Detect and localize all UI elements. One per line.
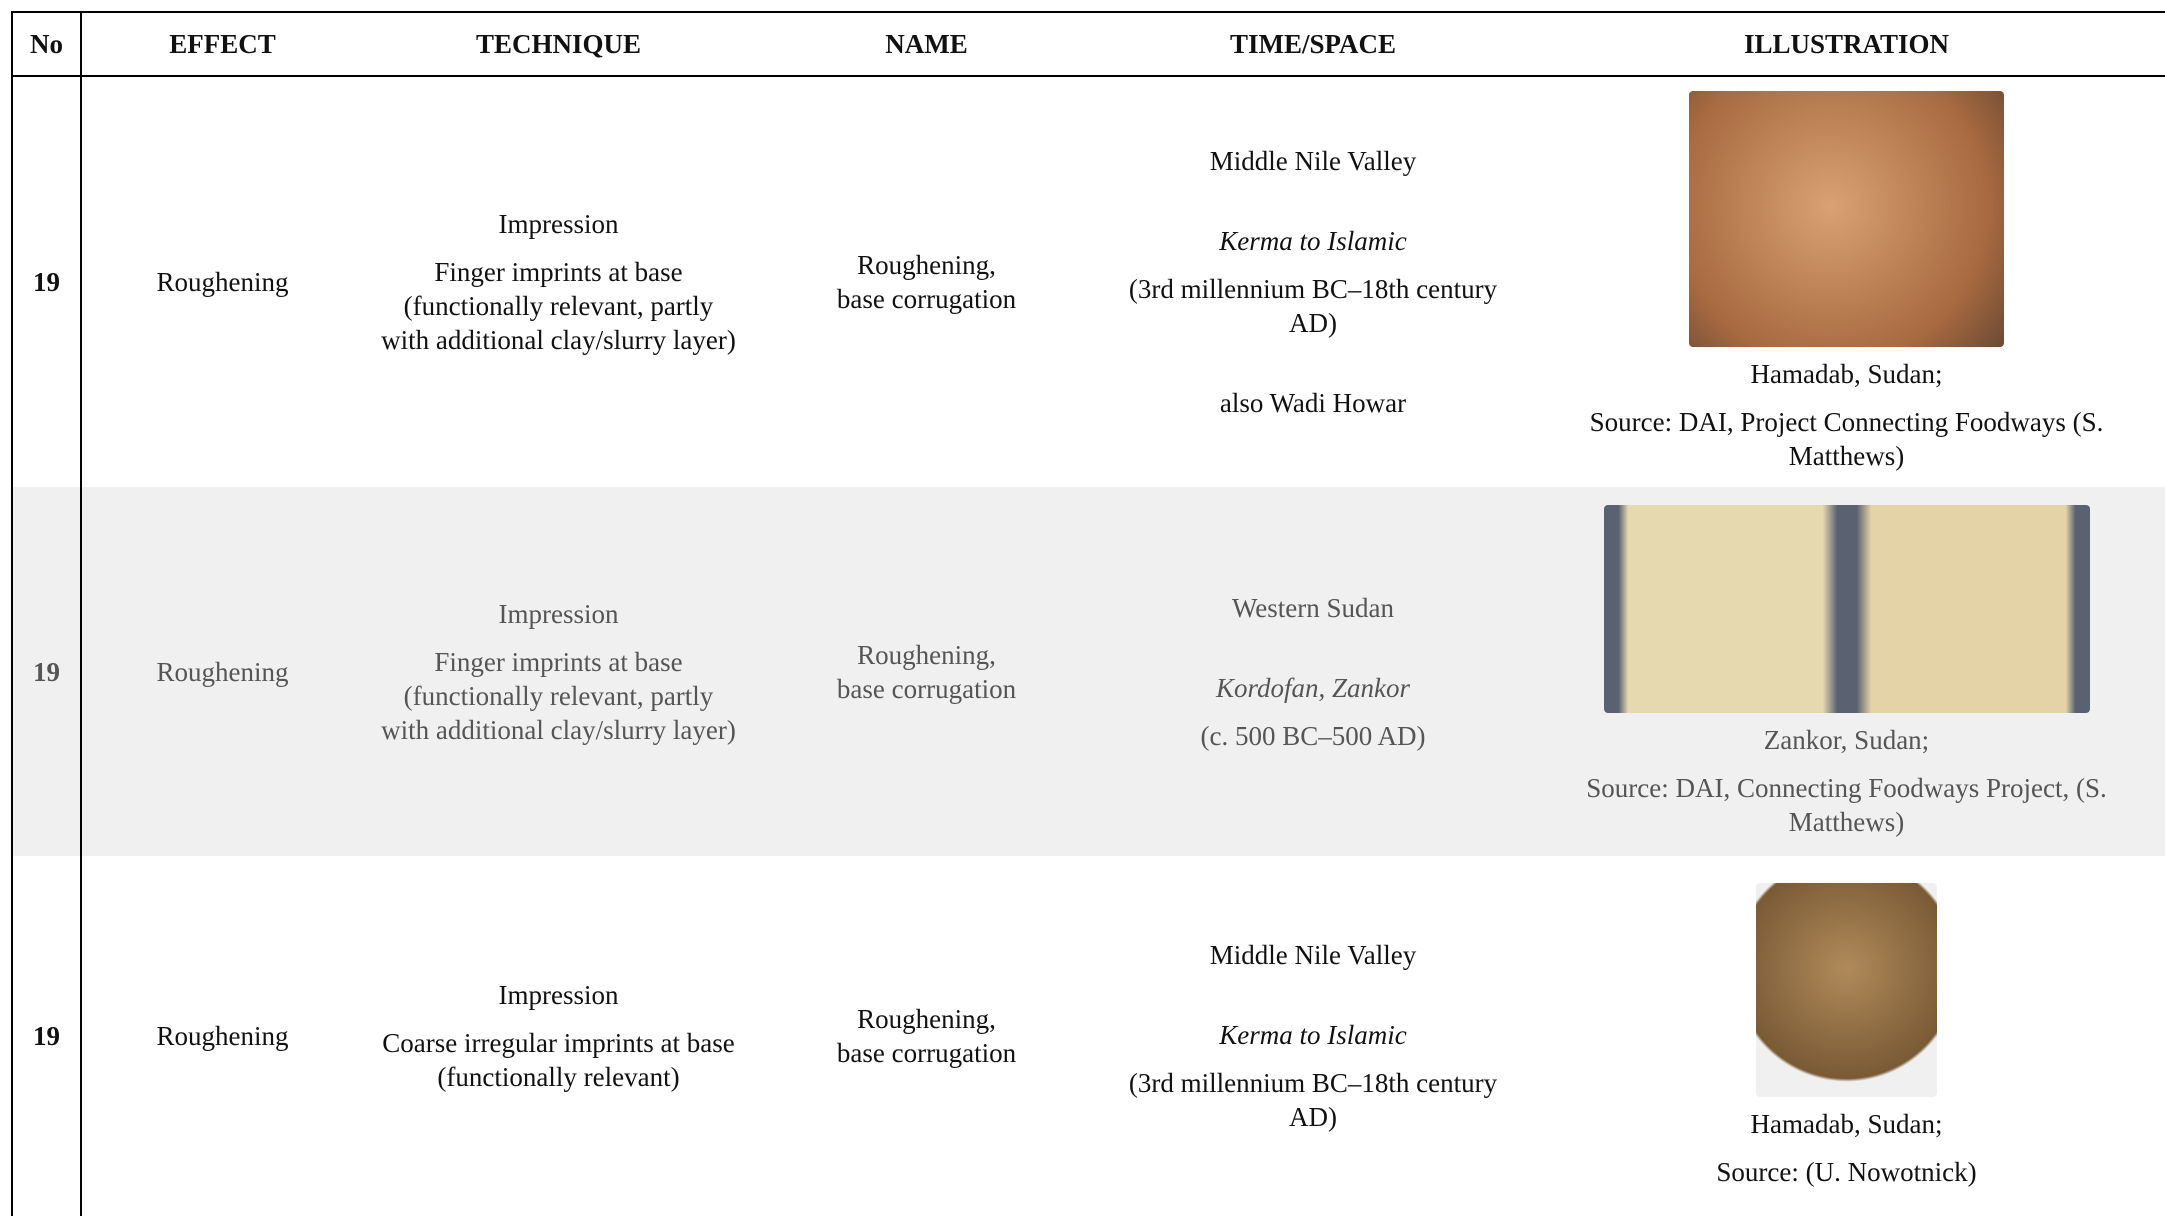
table-row: 19 Roughening Impression Coarse irregular i… [11, 856, 2165, 1216]
name-line: Roughening, [857, 250, 996, 280]
time-space-line: Middle Nile Valley [1209, 940, 1417, 970]
column-header: NAME [754, 11, 1099, 77]
time-space-line: also Wadi Howar [1219, 388, 1407, 418]
table-row: 19 Roughening Impression Finger imprints at… [11, 487, 2165, 856]
technique: Impression Coarse irregular imprints at b… [363, 856, 754, 1216]
illustration: Hamadab, Sudan; Source: DAI, Project Conn… [1527, 76, 2165, 487]
row-number: 19 [11, 76, 82, 487]
row-number: 19 [11, 487, 82, 856]
technique-line: Coarse irregular imprints at base (funct… [382, 1028, 735, 1092]
time-space: Western Sudan Kordofan, Zankor (c. 500 BC–… [1099, 487, 1527, 856]
time-space: Middle Nile Valley Kerma to Islamic (3rd m… [1099, 856, 1527, 1216]
technique-line: Impression [498, 209, 619, 239]
time-space-line: Middle Nile Valley [1209, 146, 1417, 176]
caption-line: Hamadab, Sudan; [1750, 359, 1943, 389]
column-header: No [11, 11, 82, 77]
technique: Impression Finger imprints at base (funct… [363, 76, 754, 487]
technique-line: Impression [498, 980, 619, 1010]
illustration-image [1689, 91, 2004, 347]
name-line: base corrugation [836, 1038, 1017, 1068]
time-space-line: (3rd millennium BC–18th century AD) [1128, 274, 1498, 338]
technique-line: Finger imprints at base (functionally re… [381, 646, 736, 745]
technique-line: Impression [498, 598, 619, 629]
caption-line: Source: DAI, Project Connecting Foodways… [1589, 407, 2104, 471]
time-space-line: Kerma to Islamic [1219, 226, 1407, 256]
time-space-line: Kordofan, Zankor [1215, 672, 1411, 703]
effect: Roughening [156, 1021, 289, 1051]
name: Roughening, base corrugation [754, 487, 1099, 856]
name-line: base corrugation [836, 673, 1017, 704]
illustration-image [1603, 504, 2090, 713]
illustration-image [1756, 883, 1937, 1097]
header-row: No EFFECT TECHNIQUE NAME TIME/SPACE ILLUSTRAT… [11, 11, 2165, 77]
name: Roughening, base corrugation [754, 856, 1099, 1216]
caption-line: Hamadab, Sudan; [1750, 1109, 1943, 1139]
time-space-line: (c. 500 BC–500 AD) [1200, 720, 1426, 751]
time-space-line: Kerma to Islamic [1219, 1020, 1407, 1050]
caption-line: Source: DAI, Connecting Foodways Project… [1586, 772, 2107, 837]
caption-line: Source: (U. Nowotnick) [1716, 1157, 1977, 1187]
time-space-line: Western Sudan [1231, 592, 1395, 623]
illustration: Zankor, Sudan; Source: DAI, Connecting Fo… [1527, 487, 2165, 856]
time-space: Middle Nile Valley Kerma to Islamic (3rd m… [1099, 76, 1527, 487]
row-number: 19 [11, 856, 82, 1216]
name: Roughening, base corrugation [754, 76, 1099, 487]
column-header: TECHNIQUE [363, 11, 754, 77]
column-header: EFFECT [81, 11, 363, 77]
column-header: ILLUSTRATION [1527, 11, 2165, 77]
table-row: 19 Roughening Impression Finger imprints at… [11, 76, 2165, 487]
time-space-line: (3rd millennium BC–18th century AD) [1128, 1068, 1498, 1132]
name-line: Roughening, [857, 639, 996, 670]
caption-line: Zankor, Sudan; [1763, 724, 1930, 755]
effect: Roughening [156, 267, 289, 297]
table-body: 19 Roughening Impression Finger imprints at… [11, 76, 2165, 1216]
name-line: base corrugation [836, 284, 1017, 314]
technique-table: No EFFECT TECHNIQUE NAME TIME/SPACE ILLUSTRAT… [11, 11, 2165, 1216]
effect: Roughening [81, 487, 363, 856]
technique-line: Finger imprints at base (functionally re… [381, 257, 736, 355]
illustration: Hamadab, Sudan; Source: (U. Nowotnick) [1527, 856, 2165, 1216]
name-line: Roughening, [857, 1004, 996, 1034]
column-header: TIME/SPACE [1099, 11, 1527, 77]
technique: Impression Finger imprints at base (funct… [363, 487, 754, 856]
